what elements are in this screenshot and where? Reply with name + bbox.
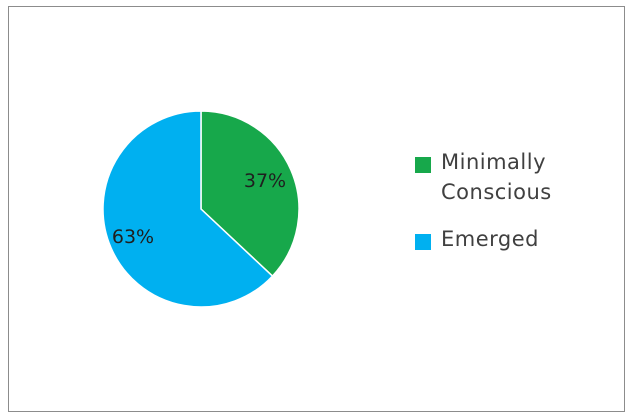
- chart-area: 37% 63% Minimally Conscious Emerged: [8, 6, 625, 412]
- legend-label-minimally-conscious-line2: Conscious: [441, 180, 552, 204]
- legend-item-minimally-conscious: Minimally Conscious: [415, 147, 615, 207]
- legend-swatch-emerged: [415, 234, 431, 250]
- legend-swatch-minimally-conscious: [415, 157, 431, 173]
- legend-label-minimally-conscious-line1: Minimally: [441, 150, 547, 174]
- pie-slice-minimally-conscious: [200, 110, 300, 278]
- legend-item-emerged: Emerged: [415, 224, 615, 254]
- data-label-emerged: 63%: [112, 226, 154, 248]
- data-label-minimally-conscious: 37%: [244, 170, 286, 192]
- pie-slice-emerged: [102, 110, 274, 308]
- pie-chart: 37% 63%: [102, 110, 300, 308]
- legend: Minimally Conscious Emerged: [415, 147, 615, 254]
- legend-label-emerged: Emerged: [441, 227, 539, 251]
